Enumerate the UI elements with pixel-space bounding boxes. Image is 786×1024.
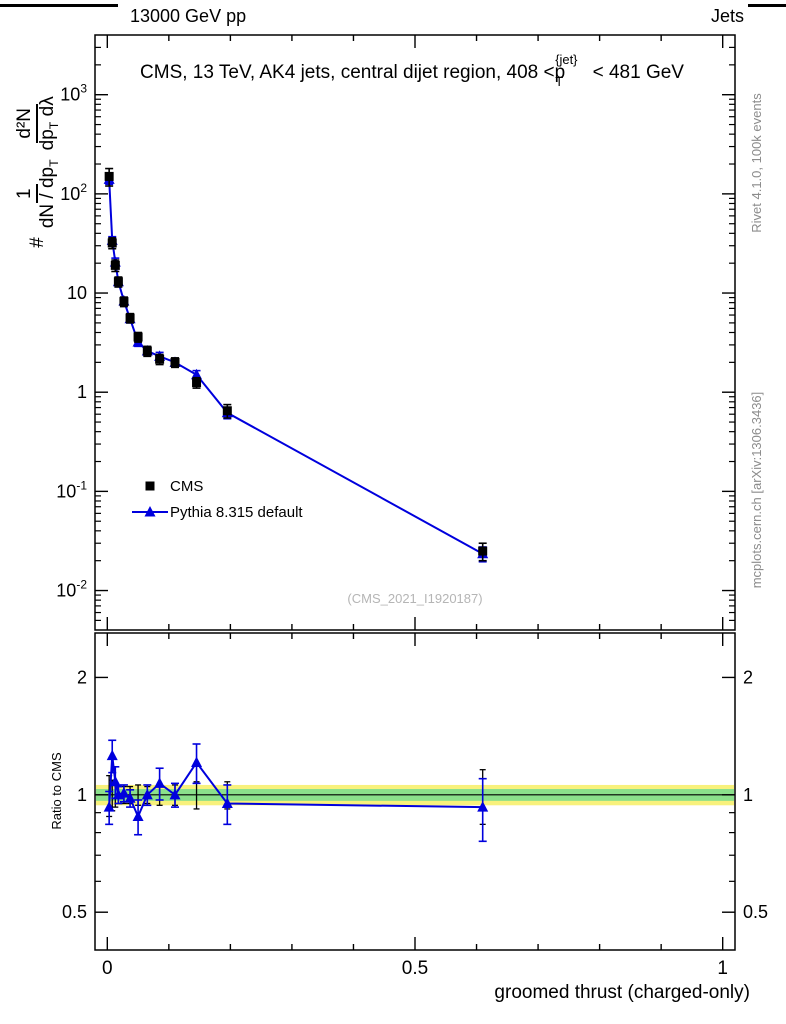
y-tick-label: 102 bbox=[60, 181, 87, 204]
analysis-category-label: Jets bbox=[710, 6, 744, 26]
data-point bbox=[478, 546, 488, 556]
data-point bbox=[124, 792, 136, 803]
data-point bbox=[132, 810, 144, 821]
data-point bbox=[110, 260, 120, 270]
ratio-tick-label-right: 0.5 bbox=[743, 902, 768, 922]
analysis-id-watermark: (CMS_2021_I1920187) bbox=[347, 591, 483, 606]
data-point bbox=[119, 297, 129, 307]
plot-title-suffix: < 481 GeV bbox=[592, 62, 684, 83]
legend-entry-pythia: Pythia 8.315 default bbox=[170, 504, 303, 521]
data-point bbox=[477, 801, 489, 812]
data-point bbox=[155, 354, 165, 364]
y-tick-label: 10 bbox=[67, 283, 87, 303]
data-point bbox=[191, 368, 203, 380]
ratio-tick-label-left: 0.5 bbox=[62, 902, 87, 922]
data-point bbox=[125, 313, 135, 323]
main-y-axis-label: # 1 dN / dpT d²N dpT dλ bbox=[13, 32, 61, 312]
plot-title: CMS, 13 TeV, AK4 jets, central dijet reg… bbox=[140, 52, 684, 89]
data-point bbox=[192, 378, 202, 388]
ratio-tick-label-left: 1 bbox=[77, 785, 87, 805]
x-tick-label: 1 bbox=[717, 958, 728, 979]
header-rule-right bbox=[748, 4, 786, 7]
ratio-series bbox=[103, 739, 489, 843]
plot-title-prefix: CMS, 13 TeV, AK4 jets, central dijet reg… bbox=[140, 62, 555, 83]
beam-energy-label: 13000 GeV pp bbox=[130, 6, 247, 26]
y-tick-label: 10-1 bbox=[56, 478, 87, 501]
data-point bbox=[118, 787, 130, 798]
data-point bbox=[142, 346, 152, 356]
data-point bbox=[109, 775, 121, 787]
mcplots-reference-note: mcplots.cern.ch [arXiv:1306.3436] bbox=[749, 391, 764, 589]
data-point bbox=[133, 332, 143, 342]
legend-entry-cms: CMS bbox=[170, 478, 204, 495]
y-label-fraction-1: 1 dN / dpT bbox=[13, 159, 61, 229]
legend-marker-pythia bbox=[144, 506, 156, 517]
y-tick-label: 1 bbox=[77, 382, 87, 402]
data-point bbox=[222, 406, 232, 416]
data-point bbox=[106, 749, 118, 761]
data-point bbox=[107, 238, 117, 248]
y-tick-label: 103 bbox=[60, 82, 87, 105]
ratio-tick-label-right: 2 bbox=[743, 667, 753, 687]
data-point bbox=[113, 277, 123, 287]
data-point bbox=[154, 777, 166, 788]
data-point bbox=[104, 171, 114, 181]
legend-marker-cms bbox=[145, 481, 155, 491]
data-point bbox=[169, 788, 181, 800]
cms-series bbox=[104, 167, 488, 562]
x-axis-title: groomed thrust (charged-only) bbox=[494, 982, 750, 1003]
x-tick-label: 0 bbox=[102, 958, 113, 979]
ratio-tick-label-right: 1 bbox=[743, 785, 753, 805]
ratio-y-axis-label: Ratio to CMS bbox=[49, 752, 64, 830]
data-point bbox=[141, 788, 153, 800]
hash-symbol: # bbox=[27, 237, 48, 248]
data-point bbox=[170, 357, 180, 367]
data-point bbox=[191, 756, 203, 768]
ratio-tick-label-left: 2 bbox=[77, 667, 87, 687]
main-panel-frame bbox=[94, 34, 736, 631]
y-tick-label: 10-2 bbox=[56, 578, 87, 601]
data-point bbox=[103, 801, 115, 812]
data-point bbox=[221, 797, 233, 809]
rivet-version-note: Rivet 4.1.0, 100k events bbox=[749, 93, 764, 233]
x-tick-label: 0.5 bbox=[402, 958, 428, 979]
y-label-fraction-2: d²N dpT dλ bbox=[13, 96, 61, 151]
header-rule-left bbox=[0, 4, 118, 7]
pt-jet-symbol: p {jet} T bbox=[554, 52, 578, 89]
